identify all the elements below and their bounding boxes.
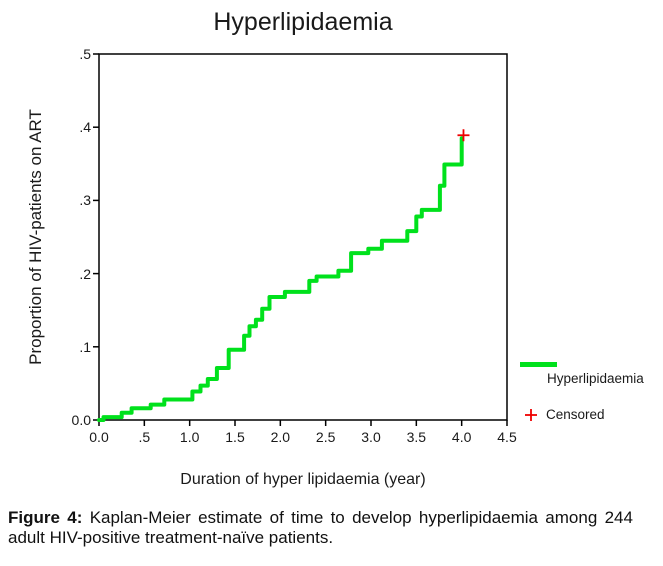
x-tick-label: 1.0 [179,429,200,445]
x-tick-label: 3.0 [361,429,381,445]
x-tick-label: 0.0 [89,429,109,445]
x-tick-label: 2.0 [270,429,291,445]
x-tick-label: 4.5 [497,429,517,445]
y-tick-label: 0.0 [71,412,91,428]
x-tick-label: 4.0 [451,429,472,445]
x-tick-label: 1.5 [225,429,245,445]
chart-title: Hyperlipidaemia [213,8,393,36]
censored-plus-icon [525,409,537,421]
y-axis-title: Proportion of HIV-patients on ART [26,109,45,365]
y-tick-label: .3 [79,192,91,209]
x-axis-title: Duration of hyper lipidaemia (year) [180,471,426,488]
survival-curve [97,136,464,422]
legend-series-label: Hyperlipidaemia [547,371,644,386]
figure-caption-label: Figure 4: [8,508,83,527]
x-tick-label: 3.5 [406,429,427,445]
y-tick-label: .1 [79,338,91,355]
plot-frame [98,53,508,421]
x-tick-label: 2.5 [315,429,336,445]
figure-caption: Figure 4: Kaplan-Meier estimate of time … [8,508,633,548]
y-tick-label: .4 [79,119,91,136]
x-tick-label: .5 [138,429,151,445]
y-tick-label: .2 [79,265,91,282]
y-tick-label: .5 [79,46,91,62]
figure-caption-text: Kaplan-Meier estimate of time to develop… [8,508,633,547]
legend-line-swatch [520,362,557,367]
legend-censored-label: Censored [546,407,605,422]
